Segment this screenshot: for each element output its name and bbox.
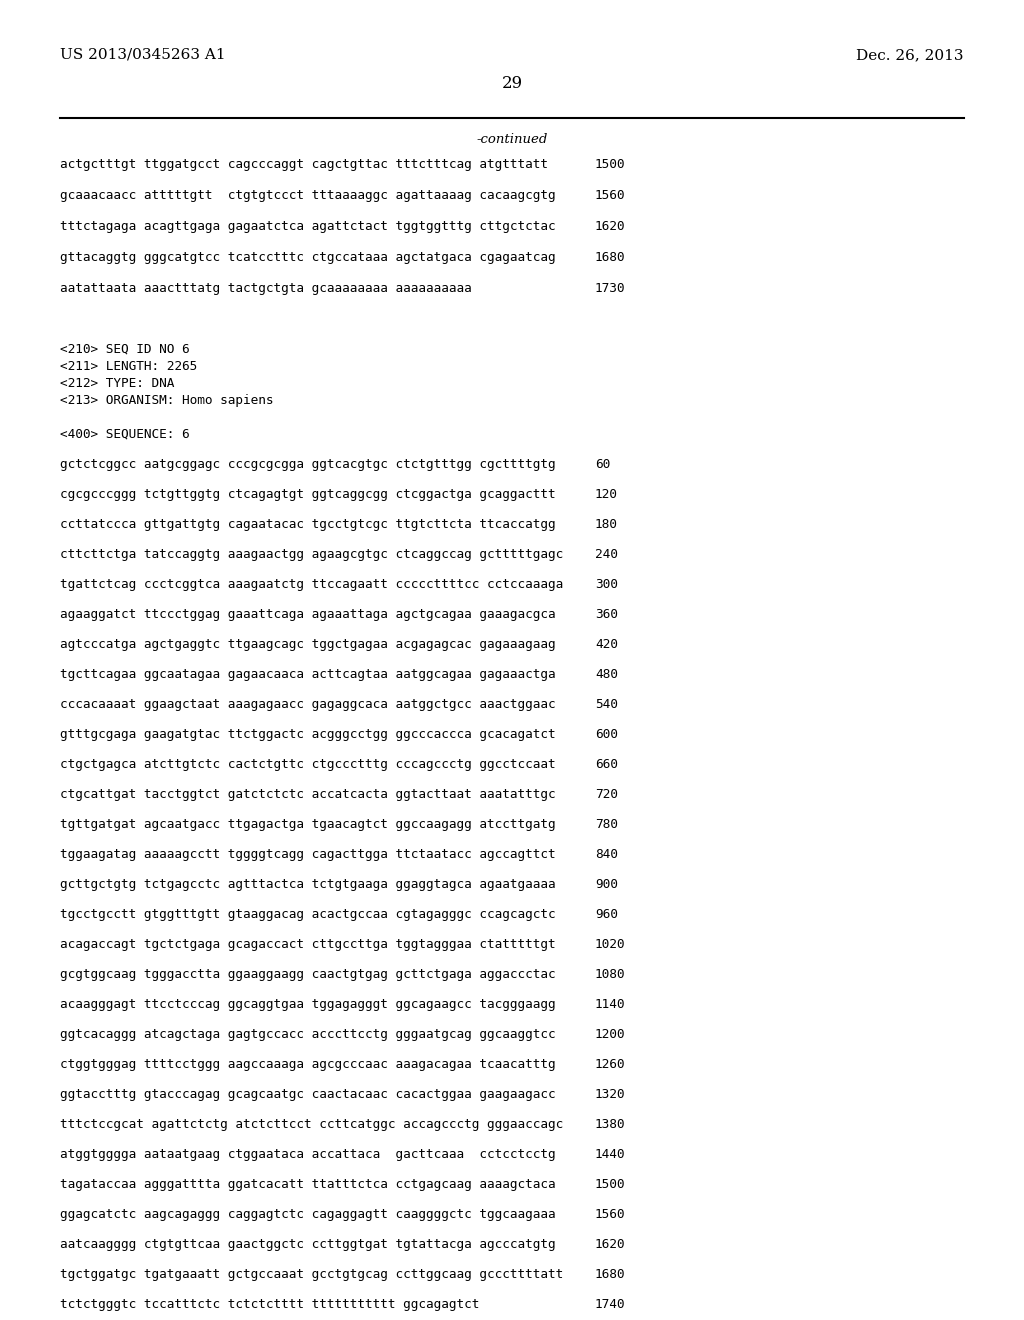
Text: <210> SEQ ID NO 6: <210> SEQ ID NO 6 [60, 343, 189, 356]
Text: agaaggatct ttccctggag gaaattcaga agaaattaga agctgcagaa gaaagacgca: agaaggatct ttccctggag gaaattcaga agaaatt… [60, 609, 556, 620]
Text: gcaaacaacc atttttgtt  ctgtgtccct tttaaaaggc agattaaaag cacaagcgtg: gcaaacaacc atttttgtt ctgtgtccct tttaaaag… [60, 189, 556, 202]
Text: 1200: 1200 [595, 1028, 626, 1041]
Text: 660: 660 [595, 758, 617, 771]
Text: 1560: 1560 [595, 1208, 626, 1221]
Text: 1500: 1500 [595, 1177, 626, 1191]
Text: 900: 900 [595, 878, 617, 891]
Text: tgctggatgc tgatgaaatt gctgccaaat gcctgtgcag ccttggcaag gcccttttatt: tgctggatgc tgatgaaatt gctgccaaat gcctgtg… [60, 1269, 563, 1280]
Text: tgcctgcctt gtggtttgtt gtaaggacag acactgccaa cgtagagggc ccagcagctc: tgcctgcctt gtggtttgtt gtaaggacag acactgc… [60, 908, 556, 921]
Text: 600: 600 [595, 729, 617, 741]
Text: tttctccgcat agattctctg atctcttcct ccttcatggc accagccctg gggaaccagc: tttctccgcat agattctctg atctcttcct ccttca… [60, 1118, 563, 1131]
Text: 1560: 1560 [595, 189, 626, 202]
Text: 1020: 1020 [595, 939, 626, 950]
Text: 1320: 1320 [595, 1088, 626, 1101]
Text: 780: 780 [595, 818, 617, 832]
Text: US 2013/0345263 A1: US 2013/0345263 A1 [60, 48, 225, 62]
Text: 1680: 1680 [595, 251, 626, 264]
Text: 29: 29 [502, 75, 522, 92]
Text: 1080: 1080 [595, 968, 626, 981]
Text: actgctttgt ttggatgcct cagcccaggt cagctgttac tttctttcag atgtttatt: actgctttgt ttggatgcct cagcccaggt cagctgt… [60, 158, 548, 172]
Text: 120: 120 [595, 488, 617, 502]
Text: tgattctcag ccctcggtca aaagaatctg ttccagaatt cccccttttcc cctccaaaga: tgattctcag ccctcggtca aaagaatctg ttccaga… [60, 578, 563, 591]
Text: gttacaggtg gggcatgtcc tcatcctttc ctgccataaa agctatgaca cgagaatcag: gttacaggtg gggcatgtcc tcatcctttc ctgccat… [60, 251, 556, 264]
Text: ctggtgggag ttttcctggg aagccaaaga agcgcccaac aaagacagaa tcaacatttg: ctggtgggag ttttcctggg aagccaaaga agcgccc… [60, 1059, 556, 1071]
Text: 1730: 1730 [595, 282, 626, 294]
Text: <211> LENGTH: 2265: <211> LENGTH: 2265 [60, 360, 198, 374]
Text: cttcttctga tatccaggtg aaagaactgg agaagcgtgc ctcaggccag gctttttgagc: cttcttctga tatccaggtg aaagaactgg agaagcg… [60, 548, 563, 561]
Text: 1260: 1260 [595, 1059, 626, 1071]
Text: cgcgcccggg tctgttggtg ctcagagtgt ggtcaggcgg ctcggactga gcaggacttt: cgcgcccggg tctgttggtg ctcagagtgt ggtcagg… [60, 488, 556, 502]
Text: tgcttcagaa ggcaatagaa gagaacaaca acttcagtaa aatggcagaa gagaaactga: tgcttcagaa ggcaatagaa gagaacaaca acttcag… [60, 668, 556, 681]
Text: gctctcggcc aatgcggagc cccgcgcgga ggtcacgtgc ctctgtttgg cgcttttgtg: gctctcggcc aatgcggagc cccgcgcgga ggtcacg… [60, 458, 556, 471]
Text: 720: 720 [595, 788, 617, 801]
Text: gcttgctgtg tctgagcctc agtttactca tctgtgaaga ggaggtagca agaatgaaaa: gcttgctgtg tctgagcctc agtttactca tctgtga… [60, 878, 556, 891]
Text: 60: 60 [595, 458, 610, 471]
Text: 1500: 1500 [595, 158, 626, 172]
Text: acagaccagt tgctctgaga gcagaccact cttgccttga tggtagggaa ctatttttgt: acagaccagt tgctctgaga gcagaccact cttgcct… [60, 939, 556, 950]
Text: ctgctgagca atcttgtctc cactctgttc ctgccctttg cccagccctg ggcctccaat: ctgctgagca atcttgtctc cactctgttc ctgccct… [60, 758, 556, 771]
Text: <213> ORGANISM: Homo sapiens: <213> ORGANISM: Homo sapiens [60, 393, 273, 407]
Text: atggtgggga aataatgaag ctggaataca accattaca  gacttcaaa  cctcctcctg: atggtgggga aataatgaag ctggaataca accatta… [60, 1148, 556, 1162]
Text: tttctagaga acagttgaga gagaatctca agattctact tggtggtttg cttgctctac: tttctagaga acagttgaga gagaatctca agattct… [60, 220, 556, 234]
Text: <212> TYPE: DNA: <212> TYPE: DNA [60, 378, 174, 389]
Text: ctgcattgat tacctggtct gatctctctc accatcacta ggtacttaat aaatatttgc: ctgcattgat tacctggtct gatctctctc accatca… [60, 788, 556, 801]
Text: agtcccatga agctgaggtc ttgaagcagc tggctgagaa acgagagcac gagaaagaag: agtcccatga agctgaggtc ttgaagcagc tggctga… [60, 638, 556, 651]
Text: tgttgatgat agcaatgacc ttgagactga tgaacagtct ggccaagagg atccttgatg: tgttgatgat agcaatgacc ttgagactga tgaacag… [60, 818, 556, 832]
Text: tagataccaa agggatttta ggatcacatt ttatttctca cctgagcaag aaaagctaca: tagataccaa agggatttta ggatcacatt ttatttc… [60, 1177, 556, 1191]
Text: 1380: 1380 [595, 1118, 626, 1131]
Text: aatcaagggg ctgtgttcaa gaactggctc ccttggtgat tgtattacga agcccatgtg: aatcaagggg ctgtgttcaa gaactggctc ccttggt… [60, 1238, 556, 1251]
Text: 1620: 1620 [595, 1238, 626, 1251]
Text: ggagcatctc aagcagaggg caggagtctc cagaggagtt caaggggctc tggcaagaaa: ggagcatctc aagcagaggg caggagtctc cagagga… [60, 1208, 556, 1221]
Text: 420: 420 [595, 638, 617, 651]
Text: cccacaaaat ggaagctaat aaagagaacc gagaggcaca aatggctgcc aaactggaac: cccacaaaat ggaagctaat aaagagaacc gagaggc… [60, 698, 556, 711]
Text: 360: 360 [595, 609, 617, 620]
Text: <400> SEQUENCE: 6: <400> SEQUENCE: 6 [60, 428, 189, 441]
Text: tggaagatag aaaaagcctt tggggtcagg cagacttgga ttctaatacc agccagttct: tggaagatag aaaaagcctt tggggtcagg cagactt… [60, 847, 556, 861]
Text: gtttgcgaga gaagatgtac ttctggactc acgggcctgg ggcccaccca gcacagatct: gtttgcgaga gaagatgtac ttctggactc acgggcc… [60, 729, 556, 741]
Text: -continued: -continued [476, 133, 548, 147]
Text: 240: 240 [595, 548, 617, 561]
Text: 840: 840 [595, 847, 617, 861]
Text: tctctgggtc tccatttctc tctctctttt ttttttttttt ggcagagtct: tctctgggtc tccatttctc tctctctttt ttttttt… [60, 1298, 479, 1311]
Text: 1620: 1620 [595, 220, 626, 234]
Text: ggtcacaggg atcagctaga gagtgccacc acccttcctg gggaatgcag ggcaaggtcc: ggtcacaggg atcagctaga gagtgccacc acccttc… [60, 1028, 556, 1041]
Text: ggtacctttg gtacccagag gcagcaatgc caactacaac cacactggaa gaagaagacc: ggtacctttg gtacccagag gcagcaatgc caactac… [60, 1088, 556, 1101]
Text: 1440: 1440 [595, 1148, 626, 1162]
Text: 180: 180 [595, 517, 617, 531]
Text: aatattaata aaactttatg tactgctgta gcaaaaaaaa aaaaaaaaaa: aatattaata aaactttatg tactgctgta gcaaaaa… [60, 282, 472, 294]
Text: 480: 480 [595, 668, 617, 681]
Text: 1140: 1140 [595, 998, 626, 1011]
Text: gcgtggcaag tgggacctta ggaaggaagg caactgtgag gcttctgaga aggaccctac: gcgtggcaag tgggacctta ggaaggaagg caactgt… [60, 968, 556, 981]
Text: 1740: 1740 [595, 1298, 626, 1311]
Text: 960: 960 [595, 908, 617, 921]
Text: acaagggagt ttcctcccag ggcaggtgaa tggagagggt ggcagaagcc tacgggaagg: acaagggagt ttcctcccag ggcaggtgaa tggagag… [60, 998, 556, 1011]
Text: 300: 300 [595, 578, 617, 591]
Text: 1680: 1680 [595, 1269, 626, 1280]
Text: ccttatccca gttgattgtg cagaatacac tgcctgtcgc ttgtcttcta ttcaccatgg: ccttatccca gttgattgtg cagaatacac tgcctgt… [60, 517, 556, 531]
Text: Dec. 26, 2013: Dec. 26, 2013 [856, 48, 964, 62]
Text: 540: 540 [595, 698, 617, 711]
